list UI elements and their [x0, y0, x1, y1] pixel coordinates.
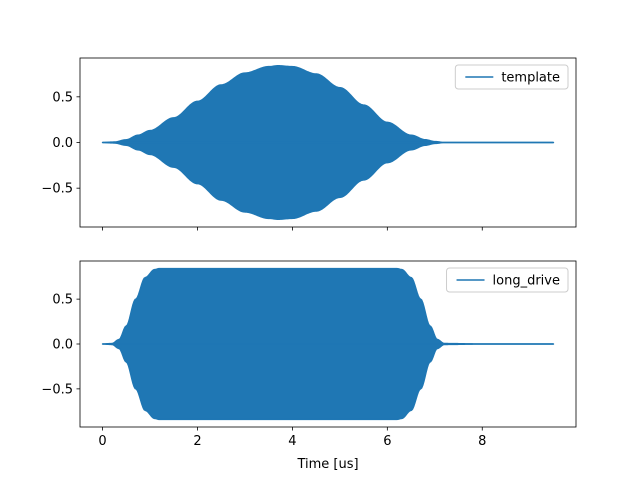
legend-box — [446, 267, 569, 293]
subplot-2: 0.5 0.0 −0.5 0 2 4 6 8 Time [us] long_drive — [41, 260, 577, 472]
y-tick-label: 0.5 — [52, 90, 73, 105]
legend-box — [454, 64, 569, 90]
x-tick-label: 4 — [288, 434, 296, 449]
legend: long_drive — [446, 267, 569, 293]
legend: template — [454, 64, 569, 90]
x-tick-label: 2 — [193, 434, 201, 449]
y-tick-label: −0.5 — [41, 182, 73, 197]
x-axis-label: Time [us] — [296, 457, 358, 472]
x-tick-label: 8 — [478, 434, 486, 449]
y-tick-label: 0.0 — [52, 136, 73, 151]
y-tick-label: 0.0 — [52, 338, 73, 353]
y-tick-label: −0.5 — [41, 382, 73, 397]
subplot-1: 0.5 0.0 −0.5 template — [41, 57, 577, 231]
legend-label: long_drive — [493, 274, 560, 289]
x-tick-label: 0 — [98, 434, 106, 449]
y-tick-label: 0.5 — [52, 293, 73, 308]
x-tick-label: 6 — [383, 434, 391, 449]
legend-label: template — [501, 71, 560, 86]
